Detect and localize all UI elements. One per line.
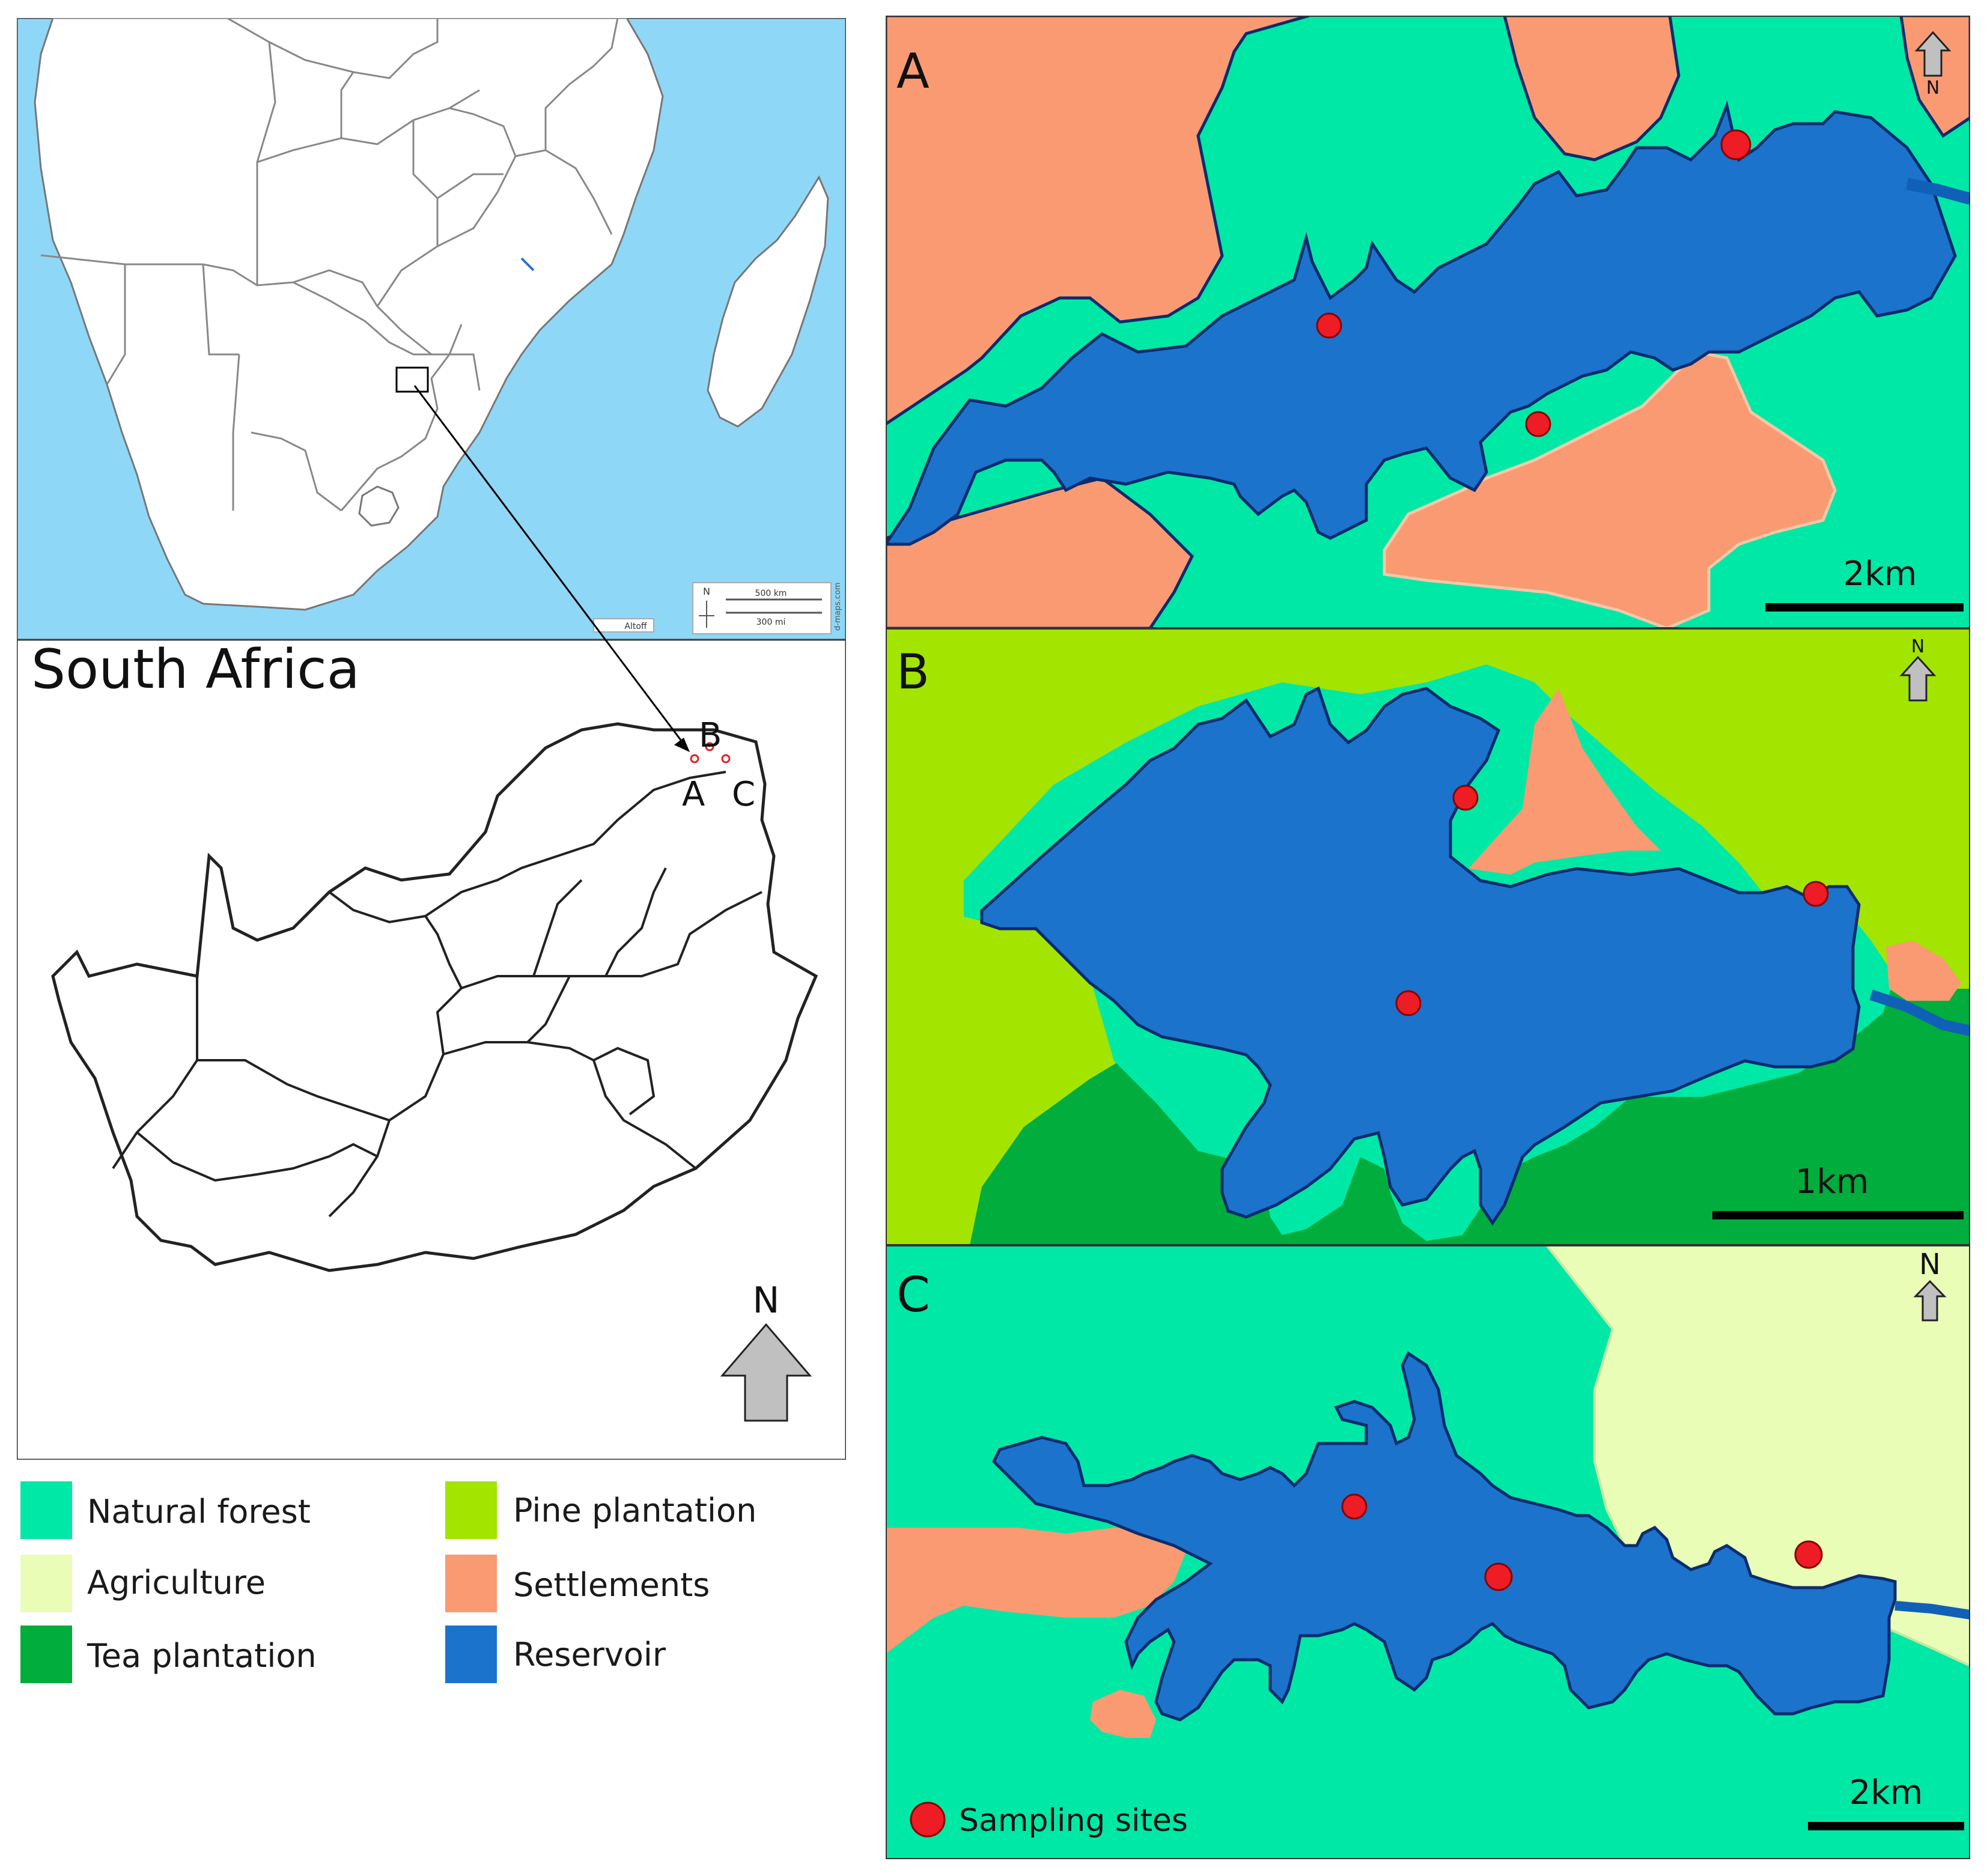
settlement-area [1090, 1690, 1156, 1738]
site-label-b: B [699, 716, 722, 755]
country-borders [40, 17, 619, 512]
river [1869, 989, 1971, 1036]
north-label: N [753, 1280, 780, 1322]
panel-b-svg: B N 1km [884, 627, 1971, 1246]
legend: Natural forest Pine plantation Agricultu… [17, 1478, 846, 1700]
panel-c-label: C [896, 1267, 930, 1323]
site-marker-a [690, 754, 699, 763]
legend-swatch-settlements [445, 1555, 497, 1612]
settlement-area [1502, 14, 1681, 162]
attribution-label: Altoff [624, 622, 647, 631]
sampling-site-marker [1395, 990, 1422, 1016]
panel-a-svg: A N 2km [883, 14, 1972, 630]
panel-b-scale-label: 1km [1795, 1162, 1869, 1201]
south-africa-outline [51, 722, 818, 1272]
legend-label-agriculture: Agriculture [87, 1564, 266, 1601]
sampling-site-marker [1484, 1562, 1513, 1591]
legend-label-tea-plantation: Tea plantation [87, 1637, 317, 1675]
sampling-site-marker [1316, 312, 1342, 339]
panel-c-scale-label: 2km [1849, 1773, 1923, 1812]
north-arrow-icon [720, 1323, 812, 1422]
scale-km-label: 500 km [755, 589, 787, 598]
panel-a-scale-label: 2km [1843, 554, 1917, 593]
scale-bar [1808, 1822, 1964, 1830]
inset-map: 500 km 300 mi N Altoff d-maps.com [16, 17, 847, 641]
sampling-site-legend-icon [910, 1802, 946, 1838]
legend-label-settlements: Settlements [513, 1566, 710, 1604]
panel-a: A N 2km [883, 14, 1972, 630]
settlement-area [1468, 688, 1661, 875]
sampling-site-marker [1803, 881, 1829, 907]
legend-swatch-pine-plantation [445, 1481, 497, 1539]
inset-map-svg: 500 km 300 mi N Altoff d-maps.com [16, 17, 847, 641]
legend-swatch-tea-plantation [20, 1626, 72, 1683]
connector-arrowhead-icon [674, 738, 690, 752]
sampling-sites-label: Sampling sites [959, 1803, 1188, 1839]
reservoir [980, 686, 1861, 1226]
settlement-area [1886, 941, 1961, 1001]
panel-b-label: B [896, 644, 930, 700]
credit-label: d-maps.com [833, 583, 842, 631]
south-africa-svg: A B C South Africa N [16, 638, 847, 1461]
sampling-site-marker [1794, 1540, 1823, 1569]
madagascar [707, 175, 829, 428]
scale-mi-label: 300 mi [756, 618, 786, 627]
river [1894, 1601, 1971, 1619]
panel-a-north-label: N [1926, 77, 1940, 99]
settlement-area [886, 1528, 1186, 1654]
legend-swatch-reservoir [445, 1626, 497, 1683]
settlement-area [884, 14, 1310, 427]
lesotho [358, 485, 400, 527]
legend-label-pine-plantation: Pine plantation [513, 1492, 757, 1529]
continent-land [34, 17, 664, 611]
legend-label-reservoir: Reservoir [513, 1636, 666, 1674]
site-label-a: A [682, 775, 705, 814]
study-area-box [395, 366, 429, 393]
reservoir [991, 1351, 1897, 1722]
compass-icon [699, 601, 714, 628]
province-borders [112, 771, 762, 1218]
north-arrow-icon [1914, 31, 1952, 77]
legend-swatch-agriculture [20, 1555, 72, 1612]
zambezi-river [520, 257, 535, 272]
sampling-site-marker [1720, 129, 1751, 160]
south-africa-map: A B C South Africa N [16, 638, 847, 1461]
site-marker-b [705, 742, 714, 751]
legend-swatch-natural-forest [20, 1481, 72, 1539]
site-label-c: C [732, 775, 755, 814]
north-arrow-icon [1913, 1280, 1947, 1322]
scale-box [692, 582, 832, 634]
scale-bar [1712, 1211, 1964, 1219]
north-arrow-icon [1899, 655, 1937, 702]
panel-c-north-label: N [1919, 1248, 1941, 1281]
reservoir [883, 100, 1957, 546]
south-africa-frame [16, 639, 847, 1461]
panel-c: C N Sampling sites 2km [884, 1244, 1971, 1860]
sampling-site-marker [1452, 785, 1479, 811]
river [1906, 178, 1972, 205]
panel-c-svg: C N Sampling sites 2km [884, 1244, 1971, 1860]
south-africa-title: South Africa [31, 640, 360, 701]
legend-label-natural-forest: Natural forest [87, 1493, 311, 1531]
site-marker-c [721, 754, 731, 763]
sampling-site-marker [1341, 1493, 1368, 1520]
panel-b-north-label: N [1911, 636, 1925, 657]
inset-north-label: N [703, 586, 710, 597]
sampling-site-marker [1525, 411, 1551, 437]
panel-a-label: A [896, 43, 930, 99]
settlement-area [1383, 350, 1837, 630]
panel-b: B N 1km [884, 627, 1971, 1246]
connector-arrow [413, 385, 689, 750]
scale-bar [1765, 603, 1964, 612]
